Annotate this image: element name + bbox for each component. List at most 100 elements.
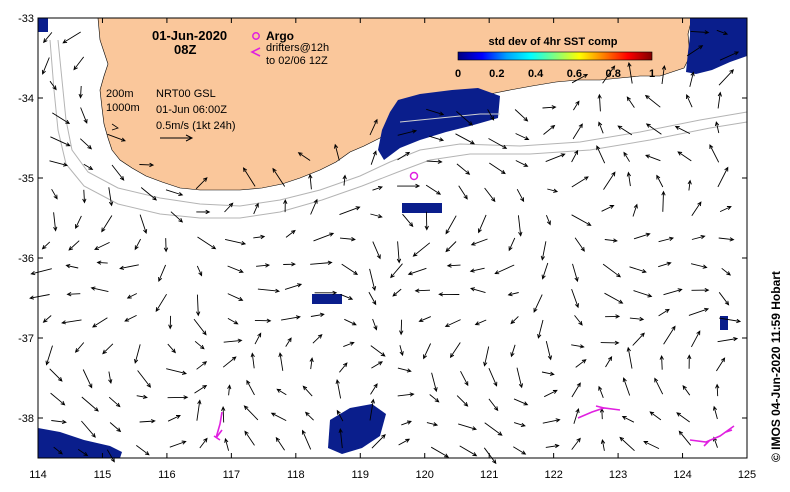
- current-vector-arrow: [225, 238, 247, 246]
- current-vector-arrow: [397, 129, 418, 136]
- current-vector-arrow: [333, 143, 340, 161]
- current-vector-arrow: [50, 136, 71, 147]
- current-vector-arrow: [533, 294, 543, 313]
- current-vector-arrow: [139, 419, 156, 424]
- colorbar-ticks: 0 0.2 0.4 0.6 0.8 1: [455, 68, 655, 80]
- current-vector-arrow: [513, 422, 526, 428]
- credit-text: © IMOS 04-Jun-2020 11:59 Hobart: [769, 271, 783, 462]
- x-tick-label: 120: [416, 469, 434, 481]
- current-vector-arrow: [243, 405, 259, 421]
- current-vector-arrow: [483, 447, 497, 465]
- current-vector-arrow: [484, 422, 503, 436]
- drifter-tracks: [213, 405, 735, 447]
- x-tick-label: 116: [158, 469, 176, 481]
- current-vector-arrow: [250, 352, 255, 369]
- current-vector-arrow: [426, 108, 445, 116]
- current-vector-arrow: [597, 93, 602, 112]
- current-vector-arrow: [602, 263, 622, 278]
- current-vector-arrow: [423, 343, 432, 360]
- current-vector-arrow: [196, 209, 211, 215]
- current-vector-arrow: [397, 183, 421, 189]
- current-vector-arrow: [109, 422, 122, 433]
- current-vector-arrow: [194, 384, 208, 394]
- current-vector-arrow: [81, 420, 96, 438]
- current-vector-arrow: [469, 267, 485, 273]
- current-vector-arrow: [78, 85, 83, 99]
- current-vector-arrow: [310, 260, 333, 265]
- current-vector-arrow: [136, 394, 148, 399]
- current-vector-arrow: [658, 236, 675, 243]
- current-vector-arrow: [155, 293, 167, 312]
- current-vector-arrow: [474, 319, 487, 326]
- drifter-legend-line1: drifters@12h: [266, 42, 329, 54]
- current-vector-arrow: [196, 265, 203, 277]
- current-vector-arrow: [718, 69, 735, 86]
- current-vector-arrow: [426, 159, 443, 164]
- current-vector-arrow: [390, 263, 403, 279]
- current-vector-arrow: [633, 232, 651, 240]
- current-vector-arrow: [30, 268, 52, 276]
- current-vector-arrow: [629, 266, 647, 274]
- current-vector-arrow: [223, 338, 243, 343]
- current-vector-arrow: [134, 238, 141, 251]
- current-vector-arrow: [414, 288, 431, 293]
- current-vector-arrow: [663, 288, 683, 296]
- current-vector-arrow: [254, 332, 262, 345]
- current-vector-arrow: [644, 94, 661, 108]
- current-vector-arrow: [661, 190, 666, 212]
- current-vector-arrow: [108, 371, 113, 385]
- current-vector-arrow: [227, 265, 244, 273]
- current-vector-arrow: [343, 341, 355, 348]
- header-time: 08Z: [174, 42, 196, 57]
- current-vector-arrow: [645, 154, 661, 162]
- current-vector-arrow: [545, 215, 551, 226]
- current-vector-arrow: [571, 288, 579, 309]
- current-vector-arrow: [193, 318, 207, 336]
- current-vector-arrow: [304, 411, 314, 421]
- current-vector-arrow: [227, 318, 239, 325]
- current-vector-arrow: [541, 371, 555, 376]
- current-vector-arrow: [246, 379, 255, 396]
- current-vector-arrow: [52, 112, 71, 125]
- current-vector-arrow: [397, 392, 415, 397]
- current-vector-arrow: [168, 315, 173, 330]
- current-vector-arrow: [477, 214, 487, 234]
- current-vector-arrow: [455, 133, 475, 145]
- product-label: NRT00 GSL: [156, 88, 216, 100]
- x-tick-label: 115: [94, 469, 112, 481]
- current-vector-arrow: [108, 396, 121, 408]
- current-vector-arrow: [167, 343, 176, 354]
- header-date: 01-Jun-2020: [152, 28, 227, 43]
- current-vector-arrow: [515, 133, 530, 140]
- current-vector-arrow: [253, 202, 259, 215]
- current-vector-arrow: [43, 32, 53, 44]
- current-vector-arrow: [167, 395, 189, 400]
- current-vector-arrow: [540, 241, 547, 261]
- current-vector-arrow: [682, 385, 691, 396]
- current-vector-arrow: [600, 340, 620, 346]
- current-vector-arrow: [42, 315, 52, 323]
- current-vector-arrow: [425, 184, 442, 195]
- current-vector-arrow: [244, 430, 255, 446]
- current-vector-arrow: [74, 342, 85, 353]
- sst-stddev-patches: [38, 18, 747, 458]
- current-vector-arrow: [371, 434, 386, 449]
- current-vector-arrow: [438, 292, 460, 297]
- argo-legend-label: Argo: [266, 29, 294, 43]
- current-vector-arrow: [194, 340, 205, 350]
- current-vector-arrow: [513, 446, 527, 455]
- current-vector-arrow: [227, 384, 232, 396]
- current-vector-arrow: [571, 149, 579, 163]
- current-vector-arrow: [663, 325, 676, 345]
- sst-patch-esperance: [378, 88, 500, 160]
- current-vector-arrow: [622, 377, 631, 396]
- current-vector-arrow: [623, 151, 630, 162]
- current-vector-arrow: [370, 213, 383, 219]
- current-vector-arrow: [508, 237, 516, 252]
- current-vector-arrow: [196, 399, 202, 421]
- current-vector-arrow: [41, 57, 50, 75]
- drifter-legend-icon: [250, 47, 261, 57]
- current-vector-arrow: [717, 336, 739, 343]
- contour-legend-marker: [111, 123, 119, 131]
- current-vector-arrow: [163, 238, 169, 253]
